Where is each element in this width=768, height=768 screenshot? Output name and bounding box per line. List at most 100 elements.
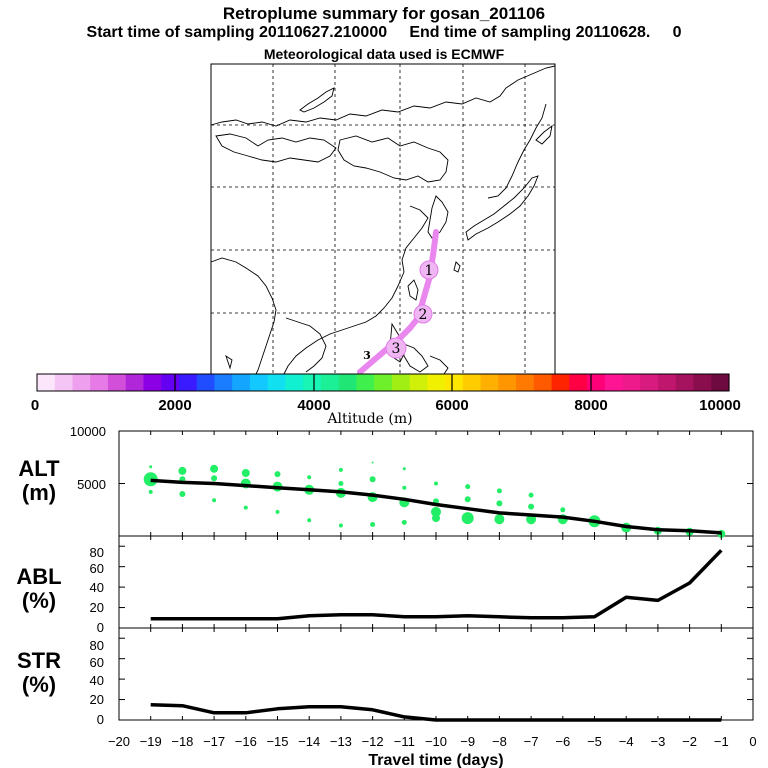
colorbar-cell [72, 374, 91, 391]
colorbar-cell [37, 374, 56, 391]
alt-scatter-point [211, 475, 218, 482]
alt-scatter-point [432, 514, 440, 523]
abl-ytick-0: 0 [97, 620, 104, 635]
colorbar-cell [249, 374, 269, 391]
colorbar-cell [320, 374, 340, 391]
alt-scatter-point [401, 519, 407, 525]
str-ylabel-unit: (%) [22, 672, 56, 697]
alt-scatter-point [560, 507, 566, 513]
x-tick-label: −5 [587, 734, 602, 749]
x-tick-label: −4 [619, 734, 634, 749]
alt-scatter-point [307, 475, 312, 480]
colorbar-cell [587, 374, 606, 391]
colorbar-cell [90, 374, 109, 391]
str-ytick-60: 60 [90, 655, 104, 670]
figure-title: Retroplume summary for gosan_201106 [222, 4, 546, 23]
alt-ytick-5000: 5000 [77, 477, 106, 492]
str-panel-frame [118, 627, 754, 721]
map-panel: 1 2 3 3 [210, 63, 556, 375]
colorbar-ticks: 0 2000 4000 6000 8000 10000 [31, 397, 741, 414]
panel-ylabels: ALT (m) ABL (%) STR (%) [16, 456, 61, 697]
colorbar-cell [54, 374, 74, 391]
colorbar-tick-4000: 4000 [297, 397, 330, 414]
colorbar-cell [516, 374, 535, 391]
alt-scatter-point [148, 489, 153, 494]
colorbar-cell [604, 374, 624, 391]
alt-series-line [150, 478, 722, 535]
x-tick-label: −2 [682, 734, 697, 749]
x-tick-label: −13 [330, 734, 352, 749]
sampling-times-line: Start time of sampling 20110627.210000 E… [86, 24, 682, 41]
colorbar-cell [569, 374, 588, 391]
alt-scatter-point [496, 488, 502, 494]
colorbar-dividers [174, 374, 592, 391]
alt-scatter-point [434, 481, 438, 486]
colorbar-cell [693, 374, 712, 391]
colorbar-cell [267, 374, 287, 391]
x-tick-label: −12 [362, 734, 384, 749]
str-ytick-0: 0 [97, 712, 104, 727]
alt-scatter-point [212, 498, 217, 503]
x-tick-label: −16 [235, 734, 257, 749]
alt-scatter-point [243, 505, 248, 510]
x-axis-ticks: −20 −19 −18 −17 −16 −15 −14 −13 −12 −11 −10 −9 −8 −7−… [108, 734, 757, 749]
alt-ytick-10000: 10000 [70, 424, 106, 439]
colorbar-tick-8000: 8000 [574, 397, 607, 414]
str-ytick-20: 20 [90, 692, 104, 707]
colorbar-cell [445, 374, 464, 391]
time-series-panels: 10000 5000 0 20 40 60 80 0 20 40 60 80 A… [16, 424, 756, 768]
abl-yticks: 0 20 40 60 80 [90, 545, 104, 635]
day-marker-2-label: 2 [419, 307, 428, 323]
alt-scatter-point [143, 472, 158, 487]
alt-scatter-point [241, 469, 250, 477]
colorbar-cell [232, 374, 251, 391]
abl-ylabel-unit: (%) [22, 588, 56, 613]
colorbar-cell [374, 374, 393, 391]
x-axis-label: Travel time (days) [368, 752, 503, 768]
colorbar-cell [391, 374, 411, 391]
colorbar-cell [480, 374, 499, 391]
alt-scatter-point [402, 485, 407, 490]
alt-scatter-point [149, 465, 153, 469]
alt-scatter-point [496, 500, 503, 507]
day-marker-3 [385, 337, 407, 359]
colorbar-tick-2000: 2000 [158, 397, 191, 414]
alt-scatter-point [370, 522, 376, 527]
alt-scatter-point [338, 467, 343, 472]
x-tick-label: −20 [108, 734, 130, 749]
colorbar-cell [533, 374, 553, 391]
x-tick-label: −19 [140, 734, 162, 749]
alt-scatter-point [465, 484, 471, 490]
colorbar-cell [196, 374, 216, 391]
colorbar-tick-0: 0 [31, 397, 39, 414]
x-tick-label: −10 [425, 734, 447, 749]
x-tick-label: −18 [171, 734, 193, 749]
alt-ylabel: ALT [18, 456, 60, 481]
colorbar-tick-6000: 6000 [435, 397, 468, 414]
alt-scatter-point [369, 476, 376, 483]
abl-ylabel: ABL [16, 564, 61, 589]
x-tick-label: −14 [298, 734, 320, 749]
alt-scatter-point [274, 471, 281, 478]
alt-ylabel-unit: (m) [22, 480, 56, 505]
alt-scatter-point [178, 466, 187, 475]
alt-scatter-point [494, 514, 505, 525]
colorbar-cell [640, 374, 659, 391]
altitude-colorbar: 0 2000 4000 6000 8000 10000 Altitude (m) [31, 373, 741, 427]
colorbar-cell [658, 374, 677, 391]
alt-scatter-point [371, 461, 374, 464]
abl-ytick-80: 80 [90, 545, 104, 560]
x-tick-label: −3 [650, 734, 665, 749]
day-marker-1-label: 1 [425, 263, 434, 279]
colorbar-cell [711, 374, 730, 391]
colorbar-cell [125, 374, 145, 391]
colorbar-cell [427, 374, 446, 391]
str-ylabel: STR [17, 648, 61, 673]
x-tick-label: −7 [524, 734, 539, 749]
x-tick-label: −1 [714, 734, 729, 749]
abl-series-line [150, 549, 723, 621]
alt-scatter-point [528, 503, 535, 510]
colorbar-cell [462, 374, 482, 391]
